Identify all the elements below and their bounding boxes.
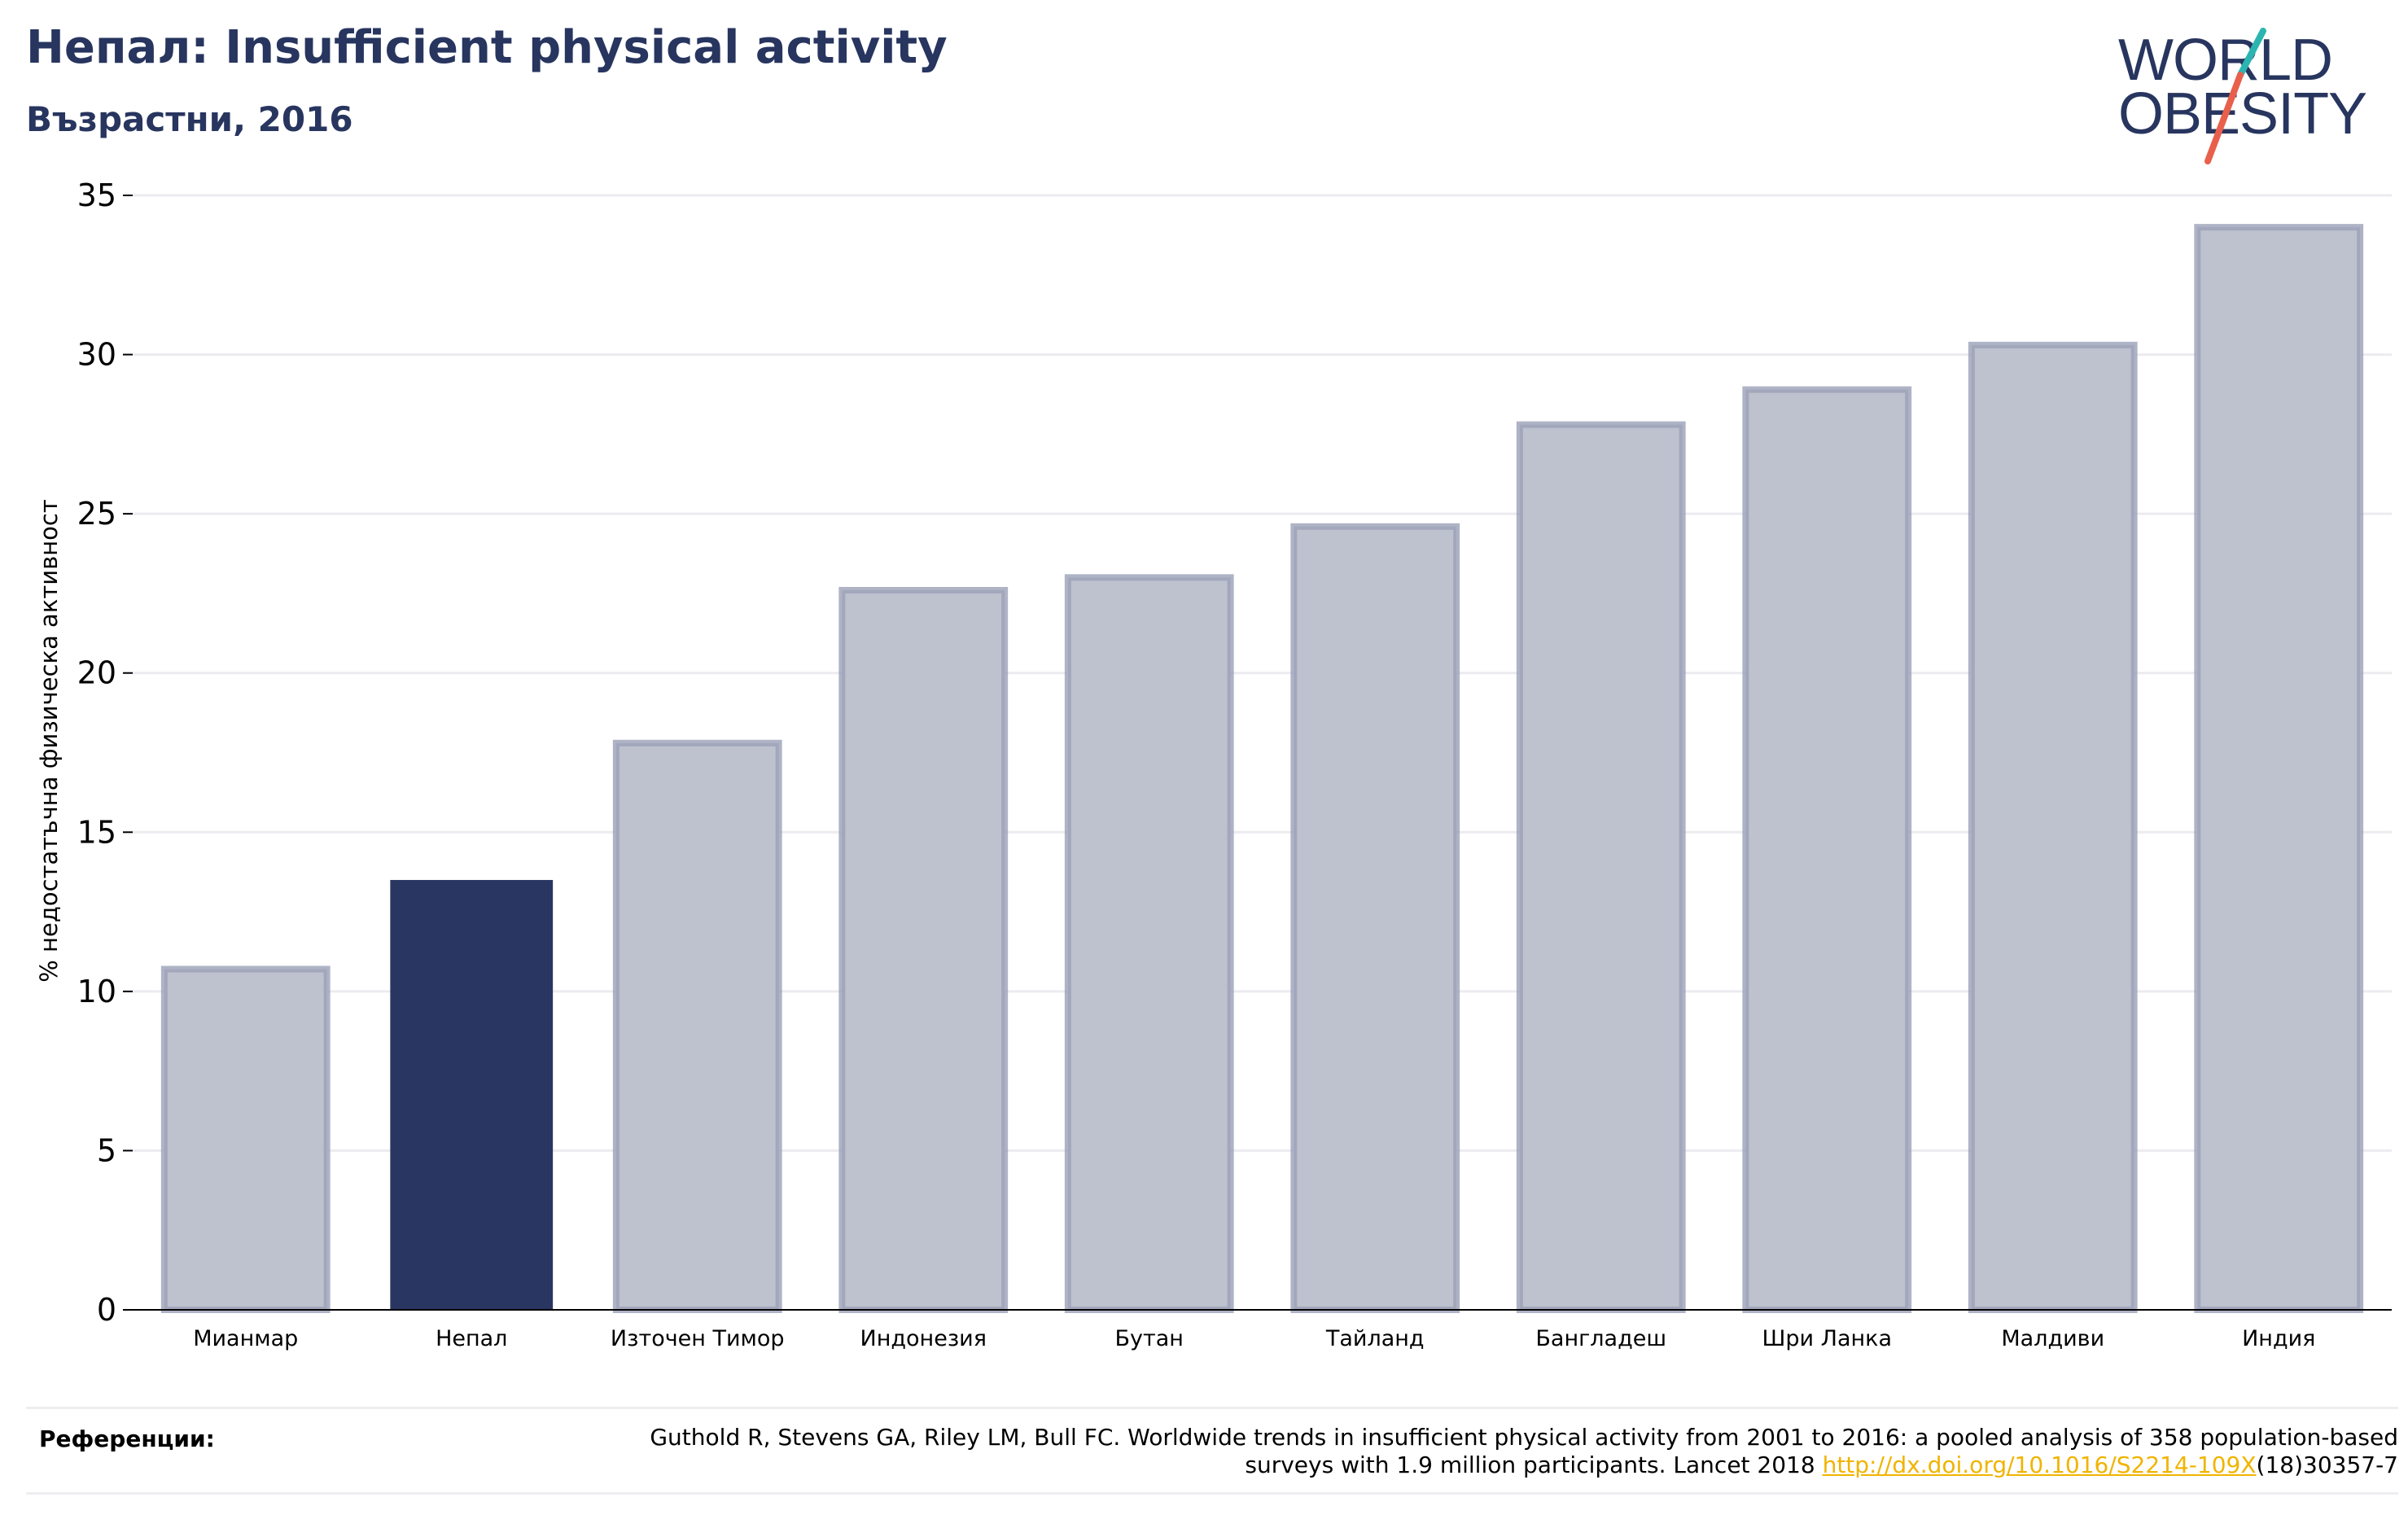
bars: [160, 224, 2364, 1314]
bar-7: [1742, 386, 1912, 1313]
y-tick-label: 30: [77, 337, 116, 373]
y-tick-label: 35: [77, 177, 116, 213]
x-tick-label: Малдиви: [2001, 1326, 2104, 1351]
y-tick-label: 10: [77, 974, 116, 1009]
references-text: Guthold R, Stevens GA, Riley LM, Bull FC…: [607, 1424, 2398, 1479]
x-tick-label: Шри Ланка: [1762, 1326, 1893, 1351]
x-tick-label: Тайланд: [1325, 1326, 1425, 1351]
reference-citation: Guthold R, Stevens GA, Riley LM, Bull FC…: [650, 1424, 2398, 1478]
x-tick-label: Бутан: [1115, 1326, 1184, 1351]
y-axis-ticks: 0 5 10 15 20 25 30 35: [77, 177, 133, 1328]
bar-9: [2194, 224, 2364, 1314]
y-tick-label: 5: [97, 1132, 116, 1168]
y-tick-label: 0: [97, 1292, 116, 1328]
x-tick-label: Мианмар: [193, 1326, 298, 1351]
bar-1: [390, 879, 554, 1310]
x-axis-labels: Мианмар Непал Източен Тимор Индонезия Бутан Т…: [193, 1326, 2315, 1351]
bar-0: [160, 965, 331, 1314]
logo-word-world: WORLD: [2118, 28, 2332, 93]
x-tick-label: Индия: [2242, 1326, 2315, 1351]
y-tick-label: 20: [77, 655, 116, 691]
chart-title: Непал: Insufficient physical activity: [26, 21, 948, 74]
y-axis-label: % недостатъчна физическа активност: [35, 499, 63, 983]
logo-word-obesity: OBESITY: [2118, 81, 2366, 147]
bar-8: [1968, 341, 2138, 1313]
world-obesity-logo: WORLD OBESITY: [2118, 28, 2367, 164]
chart-subtitle: Възрастни, 2016: [26, 99, 353, 139]
logo-slash-bottom: [2204, 72, 2244, 164]
bar-2: [612, 739, 782, 1313]
y-tick-label: 25: [77, 496, 116, 532]
x-tick-label: Непал: [436, 1326, 507, 1351]
x-tick-label: Източен Тимор: [611, 1326, 785, 1351]
x-tick-label: Бангладеш: [1535, 1326, 1666, 1351]
references-section: Референции: Guthold R, Stevens GA, Riley…: [26, 1407, 2398, 1495]
bar-5: [1290, 523, 1460, 1313]
reference-doi-link[interactable]: http://dx.doi.org/10.1016/S2214-109X: [1822, 1451, 2257, 1478]
bar-chart: 0 5 10 15 20 25 30 35 Мианмар Непал Източен Тимор…: [35, 177, 2392, 1351]
reference-citation-suffix: (18)30357-7: [2256, 1451, 2398, 1478]
x-tick-label: Индонезия: [860, 1326, 987, 1351]
references-label: Референции:: [39, 1425, 215, 1452]
y-tick-label: 15: [77, 814, 116, 850]
bar-3: [838, 587, 1009, 1313]
bar-6: [1516, 421, 1686, 1314]
bar-4: [1064, 574, 1234, 1313]
logo-slash-top: [2237, 28, 2266, 78]
